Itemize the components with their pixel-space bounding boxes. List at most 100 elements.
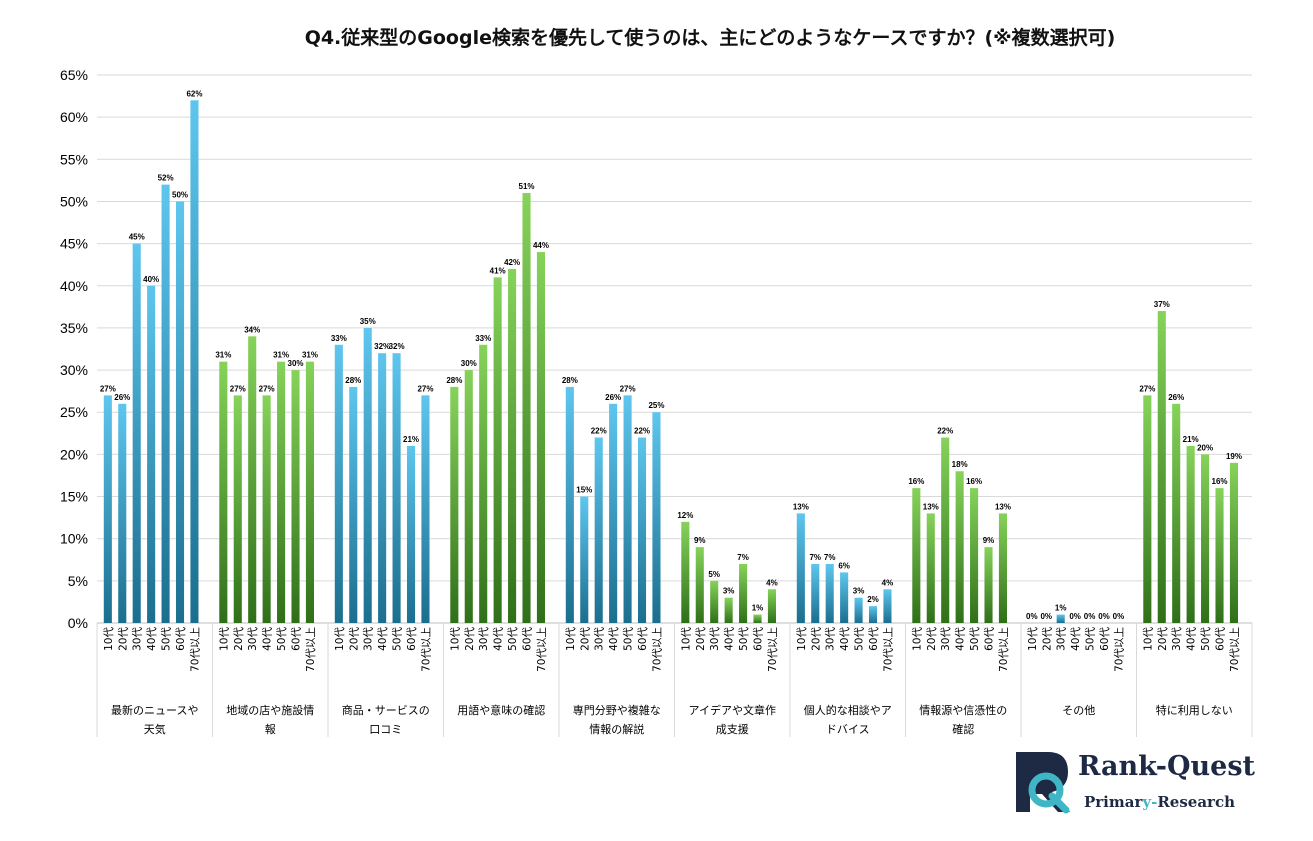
x-tick-label: 50代 [392, 627, 404, 651]
bar [175, 201, 185, 623]
bar [363, 327, 372, 623]
bar [161, 184, 170, 623]
data-label: 0% [1026, 612, 1038, 621]
category-label-line: 商品・サービスの [342, 703, 430, 717]
bar [450, 386, 459, 623]
data-label: 32% [389, 342, 405, 351]
bar [796, 513, 805, 623]
x-tick-label: 60代 [175, 627, 187, 651]
category-label-line: その他 [1062, 704, 1095, 717]
data-label: 28% [562, 376, 578, 385]
x-tick-label: 60代 [868, 627, 880, 651]
bar [753, 614, 762, 623]
x-tick-label: 30代 [363, 627, 375, 651]
bar [262, 395, 271, 623]
data-label: 9% [694, 536, 706, 545]
data-label: 2% [867, 595, 879, 604]
data-label: 27% [1139, 384, 1155, 393]
x-tick-label: 50代 [854, 627, 866, 651]
data-label: 25% [648, 401, 664, 410]
x-tick-label: 20代 [1041, 627, 1053, 651]
x-tick-label: 30代 [1056, 627, 1068, 651]
bar [118, 403, 127, 623]
bar [623, 395, 632, 623]
bar [536, 252, 545, 624]
data-label: 27% [417, 384, 433, 393]
data-label: 0% [1084, 612, 1096, 621]
x-tick-label: 40代 [955, 627, 967, 651]
x-tick-label: 40代 [608, 627, 620, 651]
y-axis: 0% 5% 10% 15% 20% 25% 30% 35% 40% 45% 50% 55% 60% 65% [60, 67, 88, 631]
data-label: 26% [114, 393, 130, 402]
data-label: 0% [1113, 612, 1125, 621]
data-label: 33% [331, 334, 347, 343]
data-label: 62% [186, 89, 202, 98]
bar [565, 386, 574, 623]
category-label-line: ドバイス [826, 723, 870, 736]
bar [277, 361, 286, 623]
x-tick-label: 70代以上 [651, 627, 663, 672]
bars: 27%26%45%40%52%50%62%31%27%34%27%31%30%3… [100, 89, 1242, 624]
data-label: 27% [100, 384, 116, 393]
data-label: 15% [576, 486, 592, 495]
x-tick-label: 40代 [839, 627, 851, 651]
x-tick-label: 40代 [493, 627, 505, 651]
category-label: 最新のニュースや天気 [111, 703, 198, 736]
data-label: 26% [605, 393, 621, 402]
data-label: 7% [809, 553, 821, 562]
y-tick-label: 40% [60, 278, 88, 294]
bar [305, 361, 314, 623]
logo-sub-part-2: y- [1141, 793, 1157, 811]
category-label: 情報源や信憑性の確認 [919, 703, 1007, 736]
data-label: 12% [677, 511, 693, 520]
y-tick-label: 50% [60, 193, 88, 209]
bar [493, 277, 502, 623]
data-label: 30% [288, 359, 304, 368]
x-tick-label: 10代 [796, 627, 808, 651]
rank-quest-logo: Rank-Quest Primary-Research [1016, 751, 1256, 814]
bar [811, 563, 820, 623]
bar [912, 488, 921, 623]
x-tick-label: 60代 [637, 627, 649, 651]
data-label: 30% [461, 359, 477, 368]
bar [594, 437, 603, 623]
y-tick-label: 30% [60, 362, 88, 378]
x-tick-label: 20代 [695, 627, 707, 651]
data-label: 7% [737, 553, 749, 562]
x-tick-label: 40代 [377, 627, 389, 651]
bar [334, 344, 343, 623]
bar [883, 589, 892, 623]
x-tick-label: 30代 [1171, 627, 1183, 651]
x-tick-label: 20代 [579, 627, 591, 651]
bar [464, 370, 473, 623]
x-tick-label: 30代 [247, 627, 259, 651]
data-label: 44% [533, 241, 549, 250]
x-tick-label: 20代 [926, 627, 938, 651]
data-label: 0% [1098, 612, 1110, 621]
x-tick-label: 40代 [724, 627, 736, 651]
x-tick-label: 30代 [132, 627, 144, 651]
x-tick-label: 60代 [1099, 627, 1111, 651]
x-tick-label: 30代 [594, 627, 606, 651]
x-tick-label: 50代 [507, 627, 519, 651]
data-label: 52% [158, 174, 174, 183]
bar [652, 412, 661, 623]
bar [926, 513, 935, 623]
category-label-line: 口コミ [369, 723, 402, 736]
x-tick-label: 20代 [1157, 627, 1169, 651]
logo-sub-part-1: Primar [1084, 793, 1143, 811]
bar [1201, 454, 1210, 623]
data-label: 13% [995, 502, 1011, 511]
data-label: 27% [230, 384, 246, 393]
data-label: 28% [446, 376, 462, 385]
data-label: 28% [345, 376, 361, 385]
bar [392, 353, 401, 623]
x-tick-label: 10代 [103, 627, 115, 651]
y-tick-label: 15% [60, 489, 88, 505]
y-tick-label: 20% [60, 446, 88, 462]
bar [1157, 311, 1166, 623]
category-label: 専門分野や複雑な情報の解説 [573, 703, 661, 736]
category-label-line: 確認 [952, 722, 974, 736]
data-label: 51% [519, 182, 535, 191]
data-label: 3% [723, 587, 735, 596]
